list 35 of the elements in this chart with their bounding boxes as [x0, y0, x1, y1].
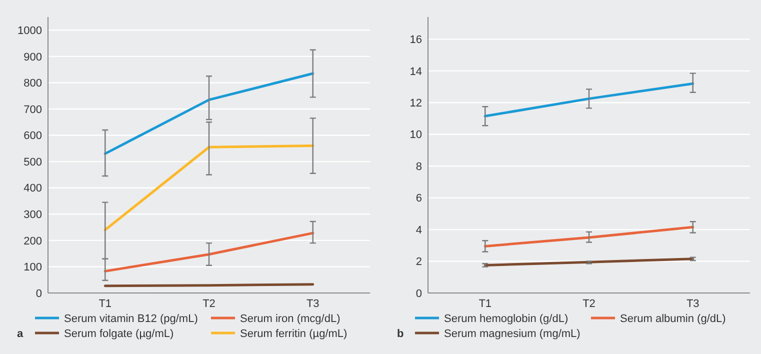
x-tick-label: T1 [98, 298, 112, 310]
y-tick-label: 300 [24, 208, 42, 221]
y-tick-label: 800 [24, 78, 42, 90]
legend-label: Serum vitamin B12 (pg/mL) [64, 312, 198, 325]
y-tick-label: 900 [24, 51, 42, 64]
x-tick-label: T3 [306, 298, 320, 310]
y-tick-label: 100 [24, 262, 42, 274]
y-tick-label: 200 [24, 235, 42, 248]
legend-label: Serum hemoglobin (g/dL) [444, 312, 568, 325]
y-tick-label: 16 [410, 34, 422, 46]
y-tick-label: 2 [416, 256, 422, 268]
x-tick-label: T1 [478, 298, 492, 310]
y-tick-label: 8 [416, 160, 422, 173]
y-tick-label: 14 [410, 66, 422, 78]
legend-label: Serum folgate (µg/mL) [64, 328, 174, 340]
legend-label: Serum magnesium (mg/mL) [444, 328, 580, 340]
y-tick-label: 10 [410, 129, 422, 142]
legend-label: Serum ferritin (µg/mL) [240, 328, 348, 340]
x-tick-label: T3 [686, 298, 700, 310]
y-tick-label: 0 [36, 288, 42, 300]
legend-label: Serum iron (mcg/dL) [240, 312, 340, 325]
y-tick-label: 12 [410, 98, 422, 110]
legend-label: Serum albumin (g/dL) [620, 312, 726, 325]
text: a [17, 328, 24, 340]
y-tick-label: 400 [24, 182, 42, 195]
y-tick-label: 500 [24, 156, 42, 168]
x-tick-label: T2 [582, 298, 596, 310]
x-tick-label: T2 [202, 298, 216, 310]
y-tick-label: 700 [24, 104, 42, 116]
text: b [397, 328, 404, 340]
y-tick-label: 6 [416, 192, 422, 205]
y-tick-label: 0 [416, 288, 422, 300]
y-tick-label: 600 [24, 130, 42, 142]
y-tick-label: 4 [416, 224, 422, 236]
y-tick-label: 1000 [18, 24, 42, 37]
